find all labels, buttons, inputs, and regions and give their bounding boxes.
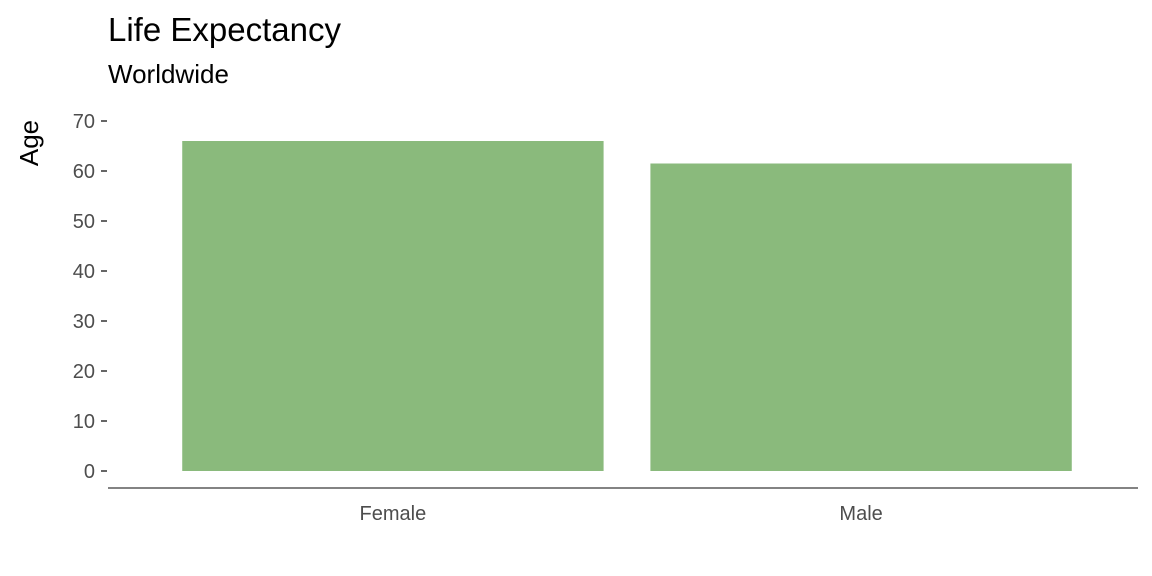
bar-female	[182, 141, 604, 471]
y-axis: 0 10 20 30 40 50 60 70	[73, 111, 107, 483]
x-tick-label: Female	[360, 503, 427, 525]
y-tick-label: 40	[73, 261, 95, 283]
y-tick-label: 20	[73, 361, 95, 383]
chart-subtitle: Worldwide	[108, 59, 229, 89]
x-axis: Female Male	[360, 503, 883, 525]
bars	[182, 141, 1072, 471]
y-tick-label: 60	[73, 161, 95, 183]
y-tick-label: 0	[84, 461, 95, 483]
y-tick-label: 10	[73, 411, 95, 433]
bar-male	[650, 163, 1072, 471]
y-axis-label: Age	[14, 120, 44, 166]
y-tick-label: 50	[73, 211, 95, 233]
chart-title: Life Expectancy	[108, 11, 341, 48]
y-tick-label: 30	[73, 311, 95, 333]
y-tick-label: 70	[73, 111, 95, 133]
x-tick-label: Male	[839, 503, 882, 525]
